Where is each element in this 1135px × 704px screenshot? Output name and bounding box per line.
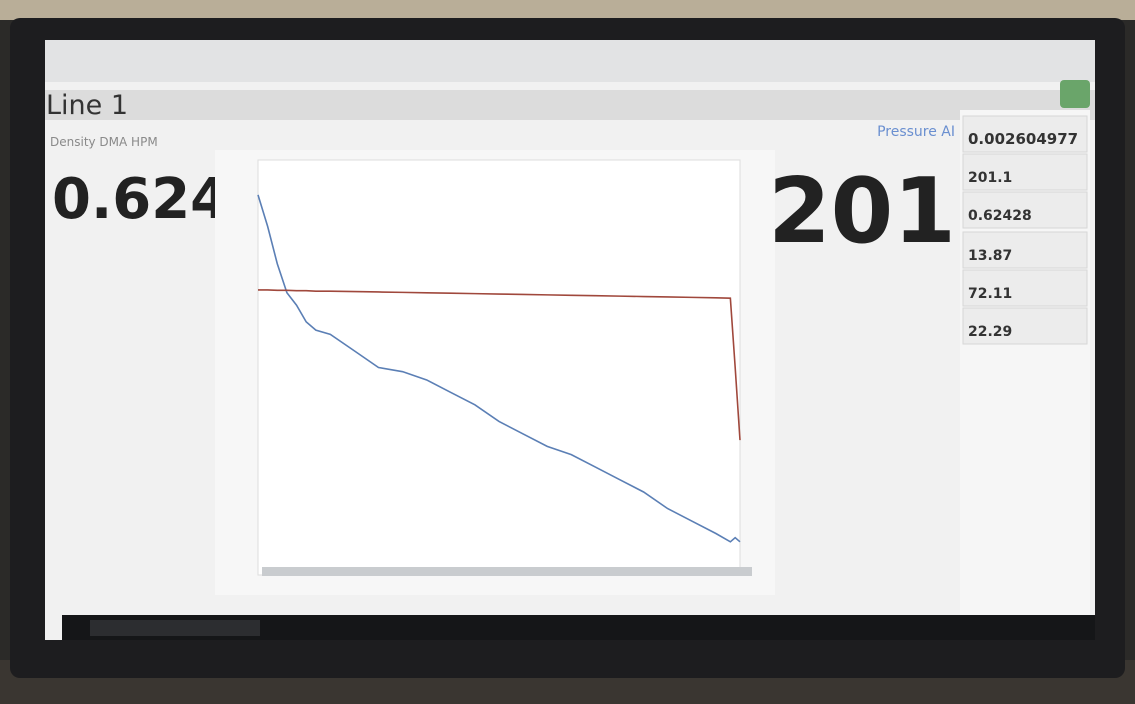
wall [0, 0, 1135, 20]
left-value: 0.624 [52, 167, 229, 232]
scrollbar[interactable] [262, 567, 752, 576]
side-value: 13.87 [968, 248, 1012, 264]
plot-area [258, 160, 740, 575]
toolbar [45, 40, 1095, 82]
side-value: 22.29 [968, 324, 1012, 340]
right-label: Pressure AI [877, 124, 955, 140]
header-bar [45, 90, 1095, 120]
page: Line 1 Density DMA HPM 0.624 Pressure AI… [0, 0, 1135, 704]
screen-photo: Line 1 Density DMA HPM 0.624 Pressure AI… [0, 0, 1135, 704]
side-value: 201.1 [968, 170, 1012, 186]
side-value: 0.62428 [968, 208, 1032, 224]
left-label: Density DMA HPM [50, 135, 158, 149]
side-value: 0.002604977 [968, 130, 1078, 148]
right-value: 201 [768, 159, 956, 264]
side-value: 72.11 [968, 286, 1012, 302]
status-button[interactable] [1060, 80, 1090, 108]
line-title: Line 1 [46, 90, 128, 121]
search-box[interactable] [90, 620, 260, 636]
